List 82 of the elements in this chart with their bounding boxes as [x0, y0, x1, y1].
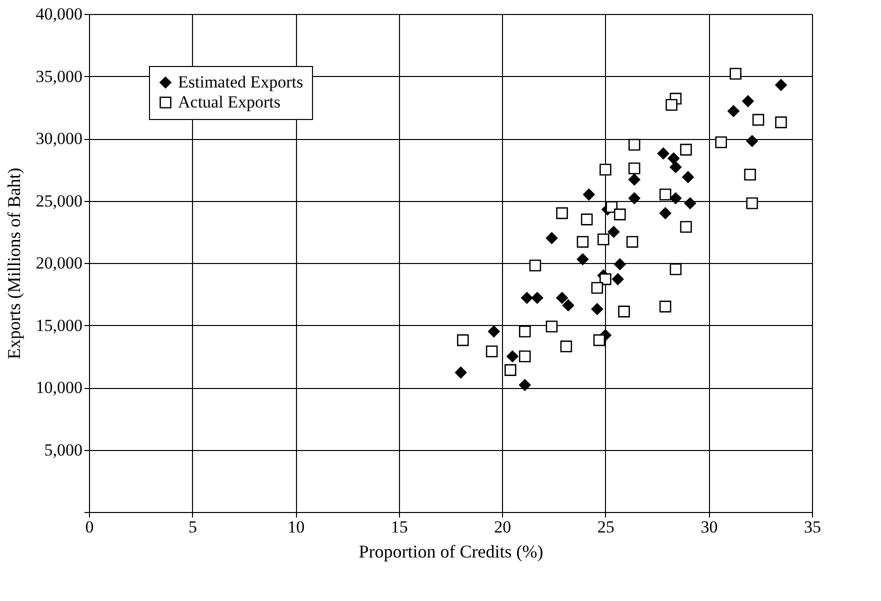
point	[486, 346, 498, 358]
y-axis-title: Exports (Millions of Baht)	[4, 168, 24, 360]
point	[659, 207, 672, 220]
point	[600, 164, 612, 176]
point	[628, 138, 640, 151]
x-tick-label: 10	[288, 518, 305, 536]
point	[556, 207, 568, 220]
point	[628, 174, 640, 186]
x-tick-label: 15	[390, 518, 408, 536]
point	[506, 350, 518, 362]
y-tick-label: 30,000	[36, 129, 82, 148]
point	[560, 340, 572, 352]
x-tick-label: 35	[804, 518, 821, 536]
x-tick-label: 25	[597, 518, 614, 536]
y-tick-label: 25,000	[36, 191, 82, 210]
point	[488, 326, 500, 338]
point	[576, 236, 589, 248]
point	[670, 263, 682, 276]
x-tick-label: 30	[700, 518, 718, 536]
y-tick-label: 40,000	[36, 4, 82, 24]
point	[591, 282, 604, 294]
x-tick-label: 5	[188, 518, 198, 536]
y-tick-label: 35,000	[36, 66, 82, 86]
point	[518, 379, 531, 391]
point	[591, 303, 604, 315]
point	[518, 350, 531, 362]
y-tick-label: 5,000	[44, 440, 82, 460]
x-tick-label: 20	[494, 518, 512, 536]
point	[546, 320, 558, 332]
point	[659, 188, 672, 200]
point	[457, 334, 469, 346]
point	[746, 197, 758, 210]
point	[730, 68, 742, 80]
point	[562, 299, 574, 312]
point	[728, 105, 740, 118]
point	[626, 236, 638, 248]
point	[546, 232, 558, 244]
point	[597, 233, 610, 246]
point	[775, 116, 787, 128]
point	[715, 136, 728, 148]
point	[775, 79, 787, 91]
point	[612, 273, 624, 286]
point	[580, 214, 593, 226]
point	[682, 171, 694, 183]
point	[518, 326, 531, 338]
point	[556, 292, 568, 304]
point	[752, 114, 764, 126]
point	[668, 152, 680, 164]
point	[614, 208, 626, 220]
point	[657, 148, 670, 160]
point	[576, 253, 589, 266]
x-axis-title: Proportion of Credits (%)	[358, 542, 544, 562]
point	[680, 144, 692, 156]
point	[583, 188, 595, 200]
y-tick-label: 20,000	[36, 254, 82, 272]
point	[666, 98, 678, 111]
point	[670, 192, 682, 204]
point	[659, 300, 672, 312]
y-tick-label: 10,000	[36, 378, 82, 397]
point	[746, 135, 758, 147]
point	[600, 273, 612, 286]
point	[742, 95, 754, 108]
point	[628, 192, 640, 204]
point	[454, 366, 467, 378]
y-tick-label: 15,000	[36, 316, 82, 335]
legend-label: Estimated Exports	[178, 72, 304, 92]
point	[680, 221, 692, 233]
point	[593, 334, 606, 346]
point	[529, 260, 542, 272]
x-tick-label: 0	[85, 518, 94, 536]
point	[606, 201, 618, 213]
legend-label: Actual Exports	[178, 92, 280, 112]
point	[531, 292, 544, 304]
point	[608, 226, 620, 238]
point	[504, 364, 516, 376]
point	[618, 306, 630, 318]
point	[628, 162, 640, 174]
point	[684, 197, 696, 210]
point	[744, 168, 756, 180]
point	[670, 161, 682, 174]
point	[521, 292, 533, 304]
point	[614, 258, 626, 270]
